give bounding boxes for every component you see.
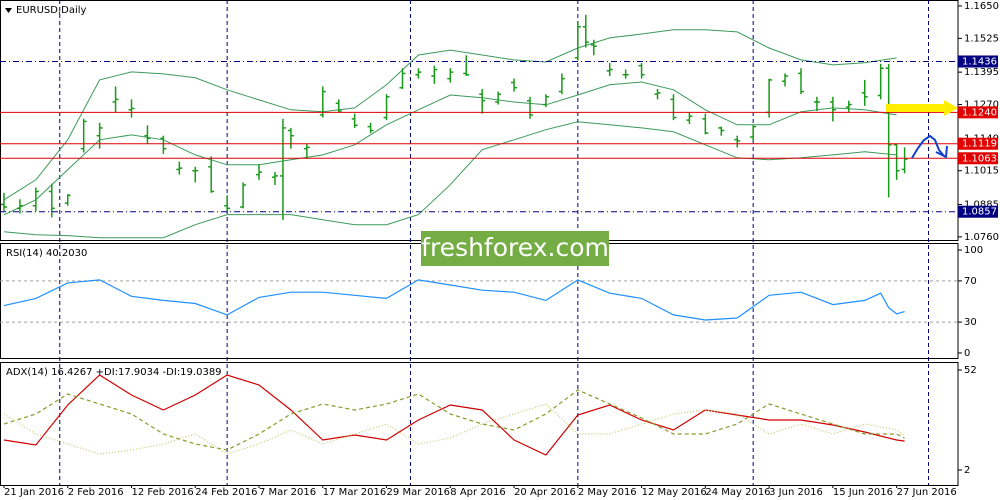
y-tick-label: 1.1525 xyxy=(964,33,999,44)
x-tick-label: 12 Feb 2016 xyxy=(132,487,194,498)
x-tick-label: 24 Feb 2016 xyxy=(195,487,257,498)
x-tick-label: 17 Mar 2016 xyxy=(323,487,386,498)
x-tick-label: 29 Mar 2016 xyxy=(387,487,450,498)
adx-panel xyxy=(0,362,959,486)
y-tick-label: 0 xyxy=(964,348,970,359)
x-tick-label: 24 May 2016 xyxy=(705,487,770,498)
indicator-line xyxy=(3,389,905,451)
panel-title: ADX(14) 16.4267 +DI:17.9034 -DI:19.0389 xyxy=(6,367,222,378)
price-level-label: 1.1436 xyxy=(962,56,997,67)
indicator-line xyxy=(3,374,905,456)
price-level-tag xyxy=(958,152,998,165)
bollinger-upper xyxy=(3,29,897,201)
x-tick-label: 20 Apr 2016 xyxy=(514,487,576,498)
forecast-arrow xyxy=(911,134,945,159)
y-tick-label: 52 xyxy=(964,365,977,376)
indicator-line xyxy=(3,403,905,455)
price-level-label: 1.1240 xyxy=(962,107,997,118)
symbol-menu-icon xyxy=(5,8,12,13)
panel-title: RSI(14) 40.2030 xyxy=(6,248,87,259)
y-tick-label: 1.0760 xyxy=(964,232,999,243)
price-level-tag xyxy=(958,205,998,218)
x-tick-label: 2 May 2016 xyxy=(578,487,637,498)
x-tick-label: 21 Jan 2016 xyxy=(4,487,64,498)
price-level-tag xyxy=(958,137,998,150)
price-level-tag xyxy=(958,55,998,68)
price-level-label: 1.1119 xyxy=(962,139,997,150)
watermark: freshforex.com xyxy=(421,231,609,266)
y-tick-label: 1.1270 xyxy=(964,100,999,111)
x-tick-label: 15 Jun 2016 xyxy=(833,487,893,498)
forecast-arrow-head xyxy=(935,145,948,159)
x-tick-label: 3 Jun 2016 xyxy=(769,487,823,498)
x-tick-label: 12 May 2016 xyxy=(642,487,707,498)
y-tick-label: 2 xyxy=(964,465,970,476)
y-tick-label: 1.1650 xyxy=(964,1,999,12)
x-tick-label: 7 Mar 2016 xyxy=(259,487,316,498)
panel-title: EURUSD,Daily xyxy=(16,5,87,16)
y-tick-label: 1.1395 xyxy=(964,67,999,78)
y-tick-label: 30 xyxy=(964,317,977,328)
yellow-arrow xyxy=(886,100,958,116)
y-tick-label: 100 xyxy=(964,245,983,256)
x-tick-label: 2 Feb 2016 xyxy=(68,487,124,498)
y-tick-label: 1.1015 xyxy=(964,166,999,177)
x-tick-label: 27 Jun 2016 xyxy=(897,487,957,498)
watermark-box xyxy=(421,231,609,266)
price-level-tag xyxy=(958,106,998,119)
watermark-text: freshforex.com xyxy=(421,233,609,262)
x-tick-label: 8 Apr 2016 xyxy=(450,487,505,498)
price-level-label: 1.1063 xyxy=(962,153,997,164)
y-tick-label: 70 xyxy=(964,276,977,287)
price-level-label: 1.0857 xyxy=(962,207,997,218)
indicator-line xyxy=(3,279,905,321)
bollinger-middle xyxy=(3,81,897,216)
y-tick-label: 1.0885 xyxy=(964,199,999,210)
